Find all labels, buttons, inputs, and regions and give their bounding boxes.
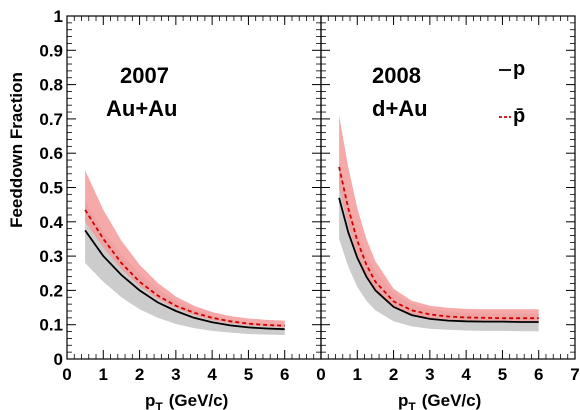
x-tick-label: 2 <box>389 365 398 384</box>
y-tick-label: 0.2 <box>39 281 63 300</box>
x-axis-title-sub: T <box>155 400 163 410</box>
x-axis-title-main: p <box>145 391 155 410</box>
x-tick-label: 2 <box>135 365 144 384</box>
uncertainty-bands <box>85 170 285 335</box>
x-tick-label: 1 <box>353 365 362 384</box>
uncertainty-bands <box>339 115 539 332</box>
x-tick-label: 3 <box>171 365 180 384</box>
legend: p p̄ <box>499 58 525 127</box>
y-tick-label: 0.6 <box>39 144 63 163</box>
x-tick-label: 4 <box>461 365 471 384</box>
x-tick-labels: 0 1 2 3 4 5 6 <box>62 365 289 384</box>
x-tick-label: 4 <box>207 365 217 384</box>
x-tick-label: 3 <box>425 365 434 384</box>
series-line-p <box>338 197 539 323</box>
legend-entry-p: p <box>513 58 525 80</box>
x-tick-label: 7 <box>570 365 579 384</box>
x-axis-title: pT (GeV/c) <box>145 391 228 410</box>
series-line-p <box>84 229 285 331</box>
panel-system-label: d+Au <box>372 96 428 121</box>
panel-system-label: Au+Au <box>106 96 178 121</box>
legend-entry-pbar: p̄ <box>513 105 525 127</box>
plot-frame <box>320 15 576 360</box>
series-line-pbar <box>338 166 539 320</box>
x-axis-title-sub: T <box>408 400 416 410</box>
x-axis-title: pT (GeV/c) <box>398 391 481 410</box>
x-tick-label: 6 <box>534 365 543 384</box>
x-tick-label: 5 <box>498 365 507 384</box>
central-lines <box>84 209 285 331</box>
y-tick-label: 1 <box>54 7 63 26</box>
band-p <box>85 201 285 335</box>
central-lines <box>338 166 539 323</box>
y-tick-label: 0.1 <box>39 316 63 335</box>
x-axis-title-unit: (GeV/c) <box>169 391 229 410</box>
x-axis-title-main: p <box>398 391 408 410</box>
series-line-pbar <box>84 209 285 327</box>
y-tick-label: 0.8 <box>39 76 63 95</box>
y-tick-label: 0.7 <box>39 110 63 129</box>
y-tick-labels: 0 0.1 0.2 0.3 0.4 0.5 0.6 0.7 0.8 0.9 1 <box>39 7 63 369</box>
x-tick-label: 5 <box>244 365 253 384</box>
y-axis-title: Feeddown Fraction <box>7 72 26 228</box>
x-tick-label: 0 <box>62 365 71 384</box>
x-tick-label: 1 <box>99 365 108 384</box>
panel-year-label: 2007 <box>120 63 169 88</box>
panel-left-au-au: 0 0.1 0.2 0.3 0.4 0.5 0.6 0.7 0.8 0.9 1 0 1 2 3 4 5 6 20… <box>39 7 322 410</box>
band-pbar <box>85 170 285 328</box>
y-tick-label: 0.3 <box>39 247 63 266</box>
x-tick-labels: 0 1 2 3 4 5 6 7 <box>316 365 579 384</box>
panel-year-label: 2008 <box>372 63 421 88</box>
x-tick-label: 0 <box>316 365 325 384</box>
y-tick-label: 0.5 <box>39 179 63 198</box>
y-tick-label: 0.4 <box>39 213 63 232</box>
axis-ticks <box>66 15 322 360</box>
y-tick-label: 0 <box>54 350 63 369</box>
y-tick-label: 0.9 <box>39 41 63 60</box>
x-tick-label: 6 <box>280 365 289 384</box>
x-axis-title-unit: (GeV/c) <box>422 391 482 410</box>
axis-ticks <box>320 15 576 360</box>
